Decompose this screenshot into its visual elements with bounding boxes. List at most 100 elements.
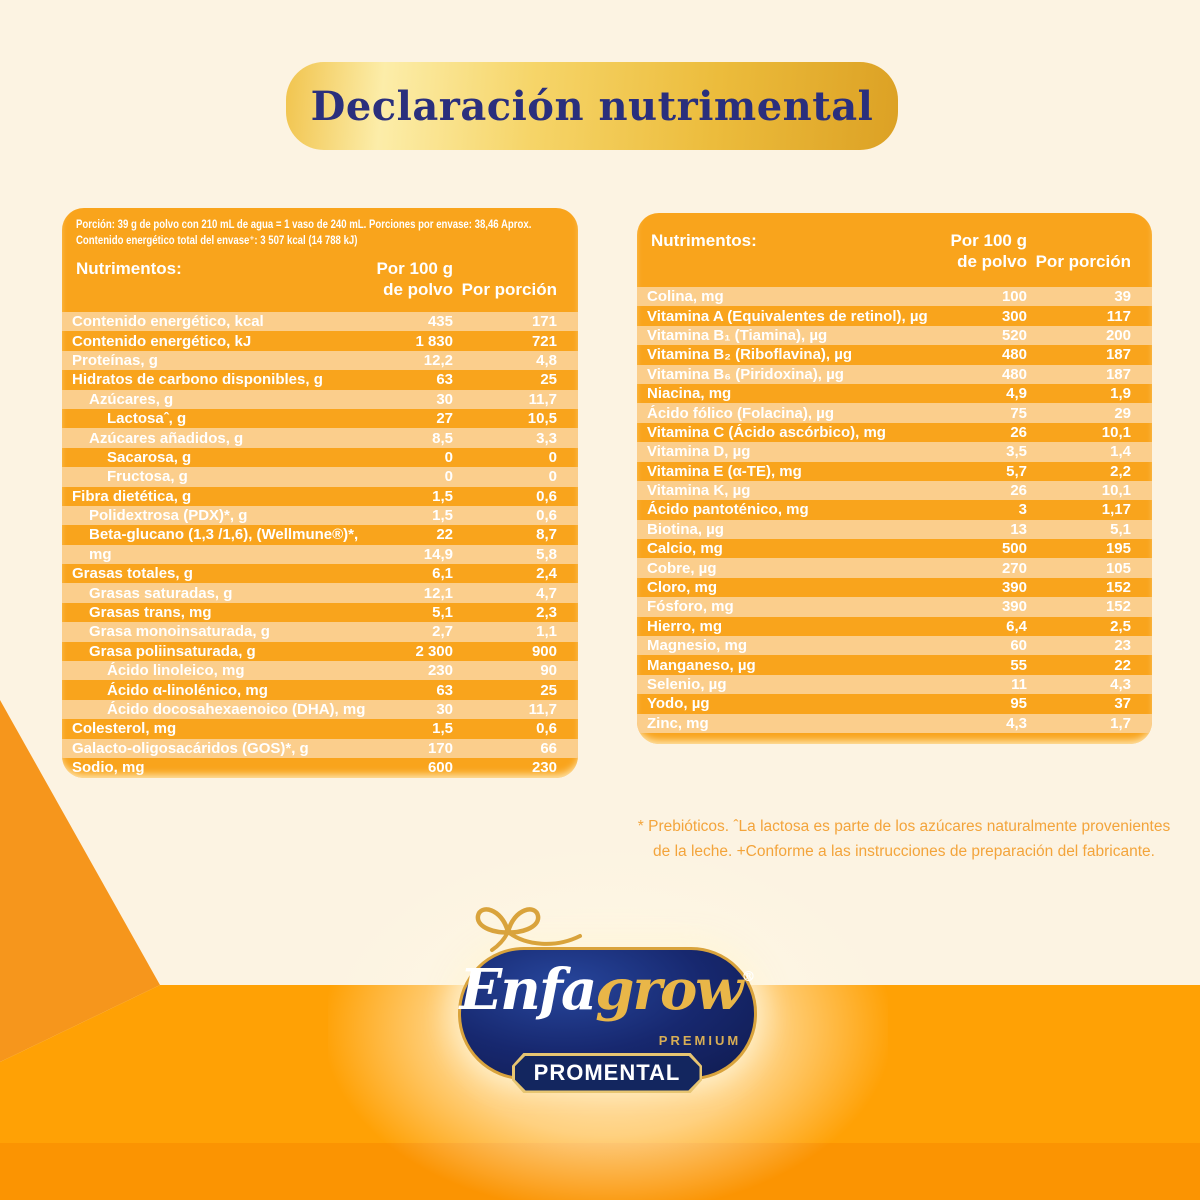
table-row: mg 14,9 5,8 bbox=[62, 544, 578, 565]
registered-mark: ® bbox=[741, 969, 756, 985]
table-row: Beta-glucano (1,3 /1,6), (Wellmune®)*, 2… bbox=[62, 525, 578, 544]
value-per-serving: 4,3 bbox=[1110, 676, 1131, 693]
nutrient-label: Ácido docosahexaenoico (DHA), mg bbox=[107, 701, 366, 718]
table-row: Ácido fólico (Folacina), µg 75 29 bbox=[637, 403, 1152, 423]
value-per-serving: 5,8 bbox=[536, 545, 557, 563]
nutrient-label: Galacto-oligosacáridos (GOS)*, g bbox=[72, 739, 309, 757]
table-row: Vitamina B₆ (Piridoxina), µg 480 187 bbox=[637, 364, 1152, 384]
nutrient-label: mg bbox=[89, 545, 112, 563]
table-row: Ácido docosahexaenoico (DHA), mg 30 11,7 bbox=[62, 699, 578, 720]
table-row: Fructosa, g 0 0 bbox=[62, 467, 578, 487]
value-per-serving: 11,7 bbox=[528, 390, 557, 408]
table-row: Grasas trans, mg 5,1 2,3 bbox=[62, 603, 578, 622]
value-per-100g: 8,5 bbox=[432, 429, 453, 447]
value-per-serving: 29 bbox=[1114, 404, 1131, 422]
table-row: Contenido energético, kJ 1 830 721 bbox=[62, 331, 578, 350]
brand-enfa: Enfa bbox=[459, 957, 598, 1023]
nutrient-label: Ácido linoleico, mg bbox=[107, 662, 245, 680]
nutrient-label: Cloro, mg bbox=[647, 579, 717, 597]
nutrient-label: Vitamina D, µg bbox=[647, 443, 751, 461]
nutrient-label: Grasas totales, g bbox=[72, 565, 193, 583]
nutrient-label: Fructosa, g bbox=[107, 468, 188, 486]
table-row: Grasa monoinsaturada, g 2,7 1,1 bbox=[62, 622, 578, 642]
serving-info-line1: Porción: 39 g de polvo con 210 mL de agu… bbox=[76, 217, 532, 231]
table-row: Hidratos de carbono disponibles, g 63 25 bbox=[62, 370, 578, 389]
table-row: Vitamina C (Ácido ascórbico), mg 26 10,1 bbox=[637, 423, 1152, 442]
value-per-serving: 10,1 bbox=[1101, 423, 1131, 441]
nutrient-label: Ácido α-linolénico, mg bbox=[107, 681, 268, 699]
footnote-line1: * Prebióticos. ˆLa lactosa es parte de l… bbox=[637, 818, 1171, 835]
nutrient-label: Cobre, µg bbox=[647, 559, 717, 577]
ribbon-bow-icon bbox=[475, 907, 582, 952]
value-per-serving: 37 bbox=[1114, 695, 1131, 713]
nutrient-label: Hidratos de carbono disponibles, g bbox=[72, 371, 323, 389]
nutrient-label: Manganeso, µg bbox=[647, 656, 756, 674]
nutrient-label: Grasas saturadas, g bbox=[89, 584, 233, 602]
column-per-serving: Por porción bbox=[1035, 252, 1131, 271]
value-per-100g: 4,9 bbox=[1006, 385, 1027, 403]
table-row: Grasas totales, g 6,1 2,4 bbox=[62, 564, 578, 583]
table-row: Sodio, mg 600 230 bbox=[62, 758, 578, 777]
value-per-100g: 6,1 bbox=[432, 565, 453, 583]
value-per-100g: 520 bbox=[1001, 326, 1027, 344]
value-per-100g: 390 bbox=[1001, 579, 1027, 597]
nutrient-label: Grasa monoinsaturada, g bbox=[89, 623, 270, 641]
value-per-serving: 1,17 bbox=[1101, 501, 1131, 519]
table-row: Vitamina B₁ (Tiamina), µg 520 200 bbox=[637, 325, 1152, 346]
nutrient-label: Calcio, mg bbox=[647, 540, 723, 558]
value-per-serving: 0,6 bbox=[536, 720, 557, 738]
value-per-100g: 100 bbox=[1001, 288, 1027, 306]
value-per-100g: 63 bbox=[436, 371, 453, 389]
table-row: Vitamina D, µg 3,5 1,4 bbox=[637, 442, 1152, 462]
nutrient-label: Grasas trans, mg bbox=[89, 604, 212, 622]
value-per-100g: 600 bbox=[427, 759, 453, 777]
value-per-serving: 900 bbox=[531, 642, 557, 660]
value-per-serving: 0 bbox=[548, 468, 557, 486]
value-per-serving: 195 bbox=[1105, 540, 1131, 558]
value-per-100g: 0 bbox=[444, 468, 453, 486]
page-title: Declaración nutrimental bbox=[310, 82, 874, 130]
value-per-serving: 2,2 bbox=[1110, 462, 1131, 480]
value-per-serving: 1,4 bbox=[1110, 443, 1131, 461]
nutrient-label: Grasa poliinsaturada, g bbox=[89, 642, 256, 660]
nutrient-label: Vitamina C (Ácido ascórbico), mg bbox=[647, 423, 886, 441]
value-per-100g: 14,9 bbox=[423, 545, 453, 563]
table-row: Ácido linoleico, mg 230 90 bbox=[62, 661, 578, 681]
value-per-100g: 4,3 bbox=[1006, 714, 1027, 732]
value-per-serving: 23 bbox=[1114, 637, 1131, 655]
table-row: Ácido α-linolénico, mg 63 25 bbox=[62, 680, 578, 699]
value-per-serving: 0 bbox=[548, 448, 557, 466]
column-per-serving: Por porción bbox=[461, 280, 557, 299]
value-per-100g: 2 300 bbox=[415, 642, 453, 660]
table-row: Vitamina A (Equivalentes de retinol), µg… bbox=[637, 306, 1152, 325]
nutrient-label: Niacina, mg bbox=[647, 385, 732, 403]
nutrient-label: Lactosaˆ, g bbox=[107, 410, 187, 428]
nutrient-label: Contenido energético, kcal bbox=[72, 313, 264, 331]
table-rows: Contenido energético, kcal 435 171 Conte… bbox=[62, 312, 578, 777]
table-row: Sacarosa, g 0 0 bbox=[62, 448, 578, 467]
value-per-100g: 1,5 bbox=[432, 507, 453, 525]
table-row: Biotina, µg 13 5,1 bbox=[637, 519, 1152, 540]
table-rows: Colina, mg 100 39 Vitamina A (Equivalent… bbox=[637, 287, 1152, 733]
table-row: Magnesio, mg 60 23 bbox=[637, 636, 1152, 656]
value-per-100g: 170 bbox=[427, 739, 453, 757]
table-row: Fibra dietética, g 1,5 0,6 bbox=[62, 487, 578, 506]
promental-label: PROMENTAL bbox=[514, 1055, 700, 1091]
nutrient-label: Colesterol, mg bbox=[72, 720, 177, 738]
value-per-100g: 22 bbox=[436, 526, 453, 544]
value-per-100g: 1,5 bbox=[432, 720, 453, 738]
column-per100g: Por 100 g de polvo bbox=[376, 259, 453, 299]
value-per-serving: 25 bbox=[540, 681, 557, 699]
value-per-serving: 117 bbox=[1106, 307, 1131, 325]
value-per-100g: 12,1 bbox=[423, 584, 453, 602]
value-per-serving: 25 bbox=[540, 371, 557, 389]
table-row: Selenio, µg 11 4,3 bbox=[637, 674, 1152, 695]
value-per-100g: 75 bbox=[1010, 404, 1027, 422]
value-per-100g: 30 bbox=[436, 390, 453, 408]
nutrient-label: Ácido fólico (Folacina), µg bbox=[647, 404, 834, 422]
value-per-serving: 0,6 bbox=[536, 507, 557, 525]
value-per-100g: 60 bbox=[1010, 637, 1027, 655]
value-per-100g: 26 bbox=[1010, 423, 1027, 441]
enfagrow-wordmark: Enfagrow® bbox=[458, 957, 757, 1023]
